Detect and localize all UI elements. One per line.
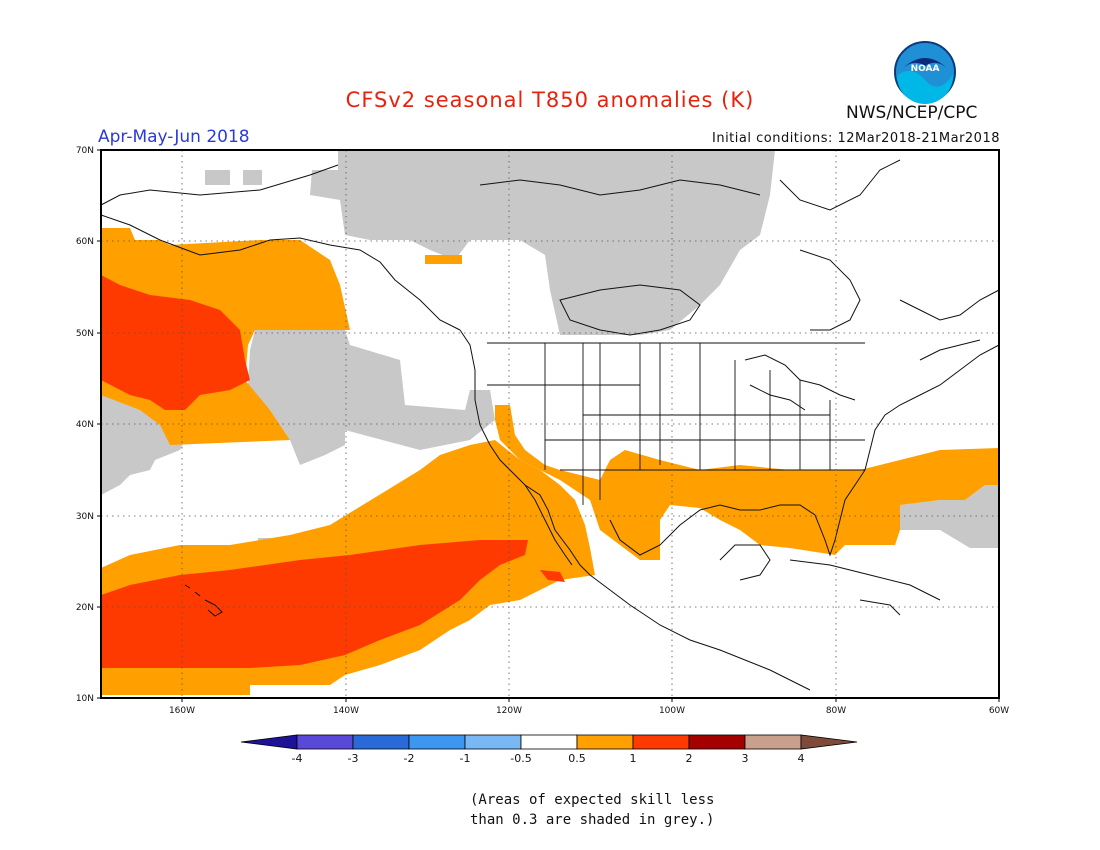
lat-label-40n: 40N — [76, 420, 94, 430]
lon-label-120w: 120W — [496, 706, 522, 716]
lat-label-70n: 70N — [76, 146, 94, 156]
skill-note-line-2: than 0.3 are shaded in grey.) — [470, 812, 715, 828]
colorbar-segment — [240, 734, 298, 750]
lon-label-80w: 80W — [826, 706, 846, 716]
colorbar-segment — [464, 734, 522, 750]
skill-note: (Areas of expected skill less than 0.3 a… — [470, 790, 730, 830]
colorbar-tick-label: 4 — [798, 752, 805, 765]
colorbar-tick-label: -2 — [404, 752, 415, 765]
agency-label: NWS/NCEP/CPC — [846, 103, 978, 123]
axis-ticks — [97, 149, 1000, 702]
colorbar-segment — [352, 734, 410, 750]
skill-note-line-1: (Areas of expected skill less — [470, 792, 715, 808]
colorbar-segment — [520, 734, 578, 750]
state-boundaries — [487, 342, 865, 505]
coastlines — [101, 159, 999, 691]
colorbar-segment — [800, 734, 858, 750]
colorbar-segment — [408, 734, 466, 750]
colorbar-tick-label: 2 — [686, 752, 693, 765]
lat-label-20n: 20N — [76, 603, 94, 613]
colorbar-tick-label: 1 — [630, 752, 637, 765]
logo-text: NOAA — [911, 64, 940, 74]
graticule — [101, 150, 999, 698]
lon-label-60w: 60W — [989, 706, 1009, 716]
colorbar-tick-label: -4 — [292, 752, 303, 765]
colorbar-segment — [688, 734, 746, 750]
chart-title: CFSv2 seasonal T850 anomalies (K) — [345, 88, 755, 112]
lat-label-50n: 50N — [76, 329, 94, 339]
colorbar-segment — [296, 734, 354, 750]
noaa-logo: NOAA — [894, 41, 956, 104]
colorbar-tick-label: -0.5 — [510, 752, 531, 765]
colorbar-segment — [576, 734, 634, 750]
low-skill-grey-areas — [101, 150, 999, 555]
anomaly-1-to-2 — [101, 275, 565, 668]
lat-label-30n: 30N — [76, 512, 94, 522]
forecast-period: Apr-May-Jun 2018 — [98, 127, 250, 147]
lat-label-10n: 10N — [76, 694, 94, 704]
lon-label-160w: 160W — [169, 706, 195, 716]
lon-label-100w: 100W — [659, 706, 685, 716]
lat-label-60n: 60N — [76, 237, 94, 247]
colorbar-tick-label: -3 — [348, 752, 359, 765]
colorbar-tick-label: -1 — [460, 752, 471, 765]
colorbar-segment — [744, 734, 802, 750]
colorbar-segment — [632, 734, 690, 750]
initial-conditions: Initial conditions: 12Mar2018-21Mar2018 — [712, 131, 1000, 146]
lon-label-140w: 140W — [333, 706, 359, 716]
colorbar-tick-label: 0.5 — [568, 752, 586, 765]
colorbar-tick-label: 3 — [742, 752, 749, 765]
